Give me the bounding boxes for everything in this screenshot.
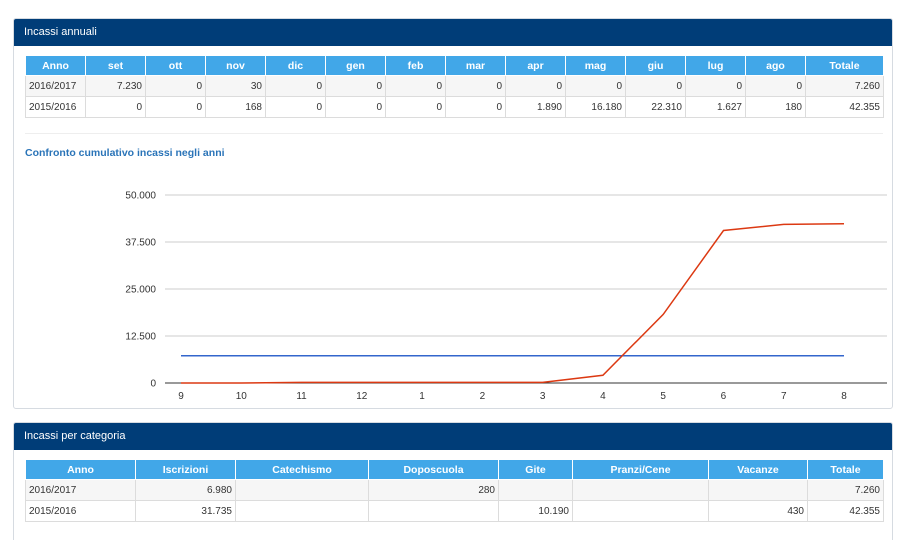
x-tick-label: 10: [236, 391, 248, 402]
cell-value: 0: [85, 96, 146, 118]
cell-value: 0: [385, 96, 446, 118]
cell-value: 10.190: [498, 500, 573, 522]
cell-year: 2016/2017: [25, 75, 86, 97]
cell-value: 16.180: [565, 96, 626, 118]
cell-value: 1.890: [505, 96, 566, 118]
cell-value: 168: [205, 96, 266, 118]
cell-year: 2015/2016: [25, 96, 86, 118]
annual-income-panel: Incassi annuali Anno set ott nov dic gen…: [13, 18, 893, 409]
cell-value: 0: [745, 75, 806, 97]
cell-value: [368, 500, 499, 522]
col-header-vacanze: Vacanze: [708, 459, 808, 480]
cell-value: 0: [625, 75, 686, 97]
cell-value: 0: [385, 75, 446, 97]
y-tick-label: 0: [150, 379, 156, 390]
x-tick-label: 4: [600, 391, 606, 402]
series-line-2015-2016: [181, 222, 845, 384]
y-tick-label: 25.000: [125, 285, 156, 296]
cell-value: 180: [745, 96, 806, 118]
col-header-mar: mar: [445, 55, 506, 76]
col-header-ago: ago: [745, 55, 806, 76]
cell-value: 0: [145, 75, 206, 97]
cell-value: 0: [325, 75, 386, 97]
y-tick-label: 12.500: [125, 332, 156, 343]
cell-value: 6.980: [135, 479, 236, 501]
cell-value: 0: [685, 75, 746, 97]
col-header-gen: gen: [325, 55, 386, 76]
cell-value: 0: [265, 96, 326, 118]
table-row: 2016/2017 7.230 0 30 0 0 0 0 0 0 0 0 0 7…: [25, 75, 884, 97]
x-tick-label: 7: [781, 391, 787, 402]
col-header-doposcuola: Doposcuola: [368, 459, 499, 480]
y-tick-label: 50.000: [125, 191, 156, 202]
table-row: 2015/2016 0 0 168 0 0 0 0 1.890 16.180 2…: [25, 96, 884, 118]
x-tick-label: 6: [721, 391, 727, 402]
x-tick-label: 2: [480, 391, 486, 402]
cell-value: 1.627: [685, 96, 746, 118]
x-tick-label: 5: [660, 391, 666, 402]
table-header-row: Anno Iscrizioni Catechismo Doposcuola Gi…: [25, 459, 884, 480]
col-header-catechismo: Catechismo: [235, 459, 369, 480]
col-header-nov: nov: [205, 55, 266, 76]
table-header-row: Anno set ott nov dic gen feb mar apr mag…: [25, 55, 884, 76]
col-header-giu: giu: [625, 55, 686, 76]
col-header-anno: Anno: [25, 55, 86, 76]
cell-value: 0: [565, 75, 626, 97]
cell-total: 42.355: [807, 500, 884, 522]
x-tick-label: 9: [178, 391, 184, 402]
cell-year: 2015/2016: [25, 500, 136, 522]
cell-value: [235, 500, 369, 522]
col-header-totale: Totale: [807, 459, 884, 480]
category-income-title: Incassi per categoria: [14, 423, 892, 450]
x-tick-label: 3: [540, 391, 546, 402]
cell-value: 0: [505, 75, 566, 97]
cell-value: [498, 479, 573, 501]
cell-year: 2016/2017: [25, 479, 136, 501]
cell-value: 31.735: [135, 500, 236, 522]
cell-value: [572, 500, 709, 522]
section-divider: [25, 133, 883, 134]
cell-value: 430: [708, 500, 808, 522]
cell-value: 0: [325, 96, 386, 118]
col-header-apr: apr: [505, 55, 566, 76]
annual-income-table: Anno set ott nov dic gen feb mar apr mag…: [25, 55, 884, 118]
category-income-table: Anno Iscrizioni Catechismo Doposcuola Gi…: [25, 459, 884, 522]
col-header-totale: Totale: [805, 55, 884, 76]
cell-value: 22.310: [625, 96, 686, 118]
col-header-ott: ott: [145, 55, 206, 76]
table-row: 2015/2016 31.735 10.190 430 42.355: [25, 500, 884, 522]
chart-title: Confronto cumulativo incassi negli anni: [25, 147, 225, 159]
cell-total: 7.260: [805, 75, 884, 97]
x-tick-label: 8: [841, 391, 847, 402]
x-tick-label: 11: [296, 391, 307, 402]
cell-value: [708, 479, 808, 501]
col-header-dic: dic: [265, 55, 326, 76]
cell-value: [235, 479, 369, 501]
cell-value: 0: [145, 96, 206, 118]
annual-income-title: Incassi annuali: [14, 19, 892, 46]
y-tick-label: 37.500: [125, 238, 156, 249]
col-header-iscrizioni: Iscrizioni: [135, 459, 236, 480]
col-header-gite: Gite: [498, 459, 573, 480]
col-header-lug: lug: [685, 55, 746, 76]
col-header-feb: feb: [385, 55, 446, 76]
table-row: 2016/2017 6.980 280 7.260: [25, 479, 884, 501]
x-tick-label: 12: [356, 391, 368, 402]
cell-value: 280: [368, 479, 499, 501]
cell-value: 0: [445, 75, 506, 97]
col-header-set: set: [85, 55, 146, 76]
cell-value: [572, 479, 709, 501]
x-tick-label: 1: [419, 391, 425, 402]
category-income-panel: Incassi per categoria Anno Iscrizioni Ca…: [13, 422, 893, 540]
cell-total: 42.355: [805, 96, 884, 118]
cell-total: 7.260: [807, 479, 884, 501]
cell-value: 0: [265, 75, 326, 97]
col-header-mag: mag: [565, 55, 626, 76]
cell-value: 0: [445, 96, 506, 118]
cell-value: 7.230: [85, 75, 146, 97]
cell-value: 30: [205, 75, 266, 97]
col-header-pranzi-cene: Pranzi/Cene: [572, 459, 709, 480]
col-header-anno: Anno: [25, 459, 136, 480]
